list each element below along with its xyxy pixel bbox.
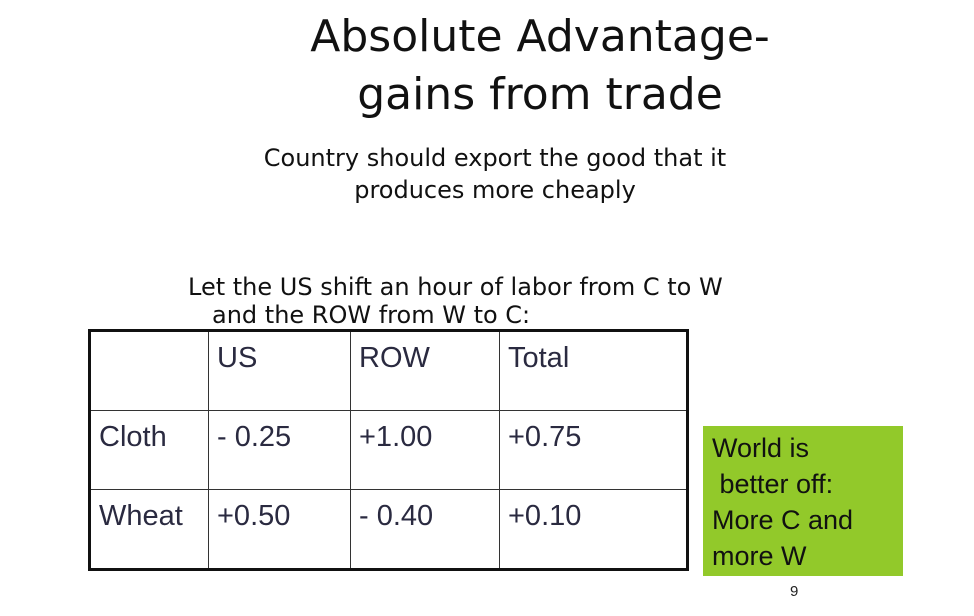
table-row: Cloth - 0.25 +1.00 +0.75 — [89, 410, 688, 490]
slide-subtitle: Country should export the good that it p… — [215, 142, 775, 206]
title-line-1: Absolute Advantage- — [310, 11, 770, 62]
callout-line: better off: — [712, 469, 834, 499]
callout-line: more W — [712, 541, 807, 571]
table-cell: +1.00 — [350, 410, 500, 490]
table-cell: Wheat — [89, 489, 209, 570]
table-header-cell — [89, 330, 209, 411]
body-text-line-1: Let the US shift an hour of labor from C… — [188, 273, 723, 301]
table-header-cell: Total — [499, 330, 688, 411]
gains-table: US ROW Total Cloth - 0.25 +1.00 +0.75 Wh… — [88, 329, 689, 571]
table-cell: - 0.40 — [350, 489, 500, 570]
callout-line: World is — [712, 433, 810, 463]
title-line-2: gains from trade — [357, 69, 723, 120]
table-header-cell: US — [208, 330, 351, 411]
subtitle-line-2: produces more cheaply — [354, 176, 636, 204]
callout-box: World is better off: More C and more W — [703, 426, 903, 576]
table-row: Wheat +0.50 - 0.40 +0.10 — [89, 489, 688, 570]
table-cell: +0.75 — [499, 410, 688, 490]
callout-line: More C and — [712, 505, 854, 535]
table-cell: Cloth — [89, 410, 209, 490]
body-text-line-2: and the ROW from W to C: — [212, 301, 531, 329]
table-cell: - 0.25 — [208, 410, 351, 490]
table-cell: +0.10 — [499, 489, 688, 570]
table-header-row: US ROW Total — [89, 330, 688, 411]
table-cell: +0.50 — [208, 489, 351, 570]
table-header-cell: ROW — [350, 330, 500, 411]
page-number: 9 — [790, 583, 799, 600]
subtitle-line-1: Country should export the good that it — [263, 144, 727, 172]
slide-title: Absolute Advantage- gains from trade — [250, 8, 830, 124]
